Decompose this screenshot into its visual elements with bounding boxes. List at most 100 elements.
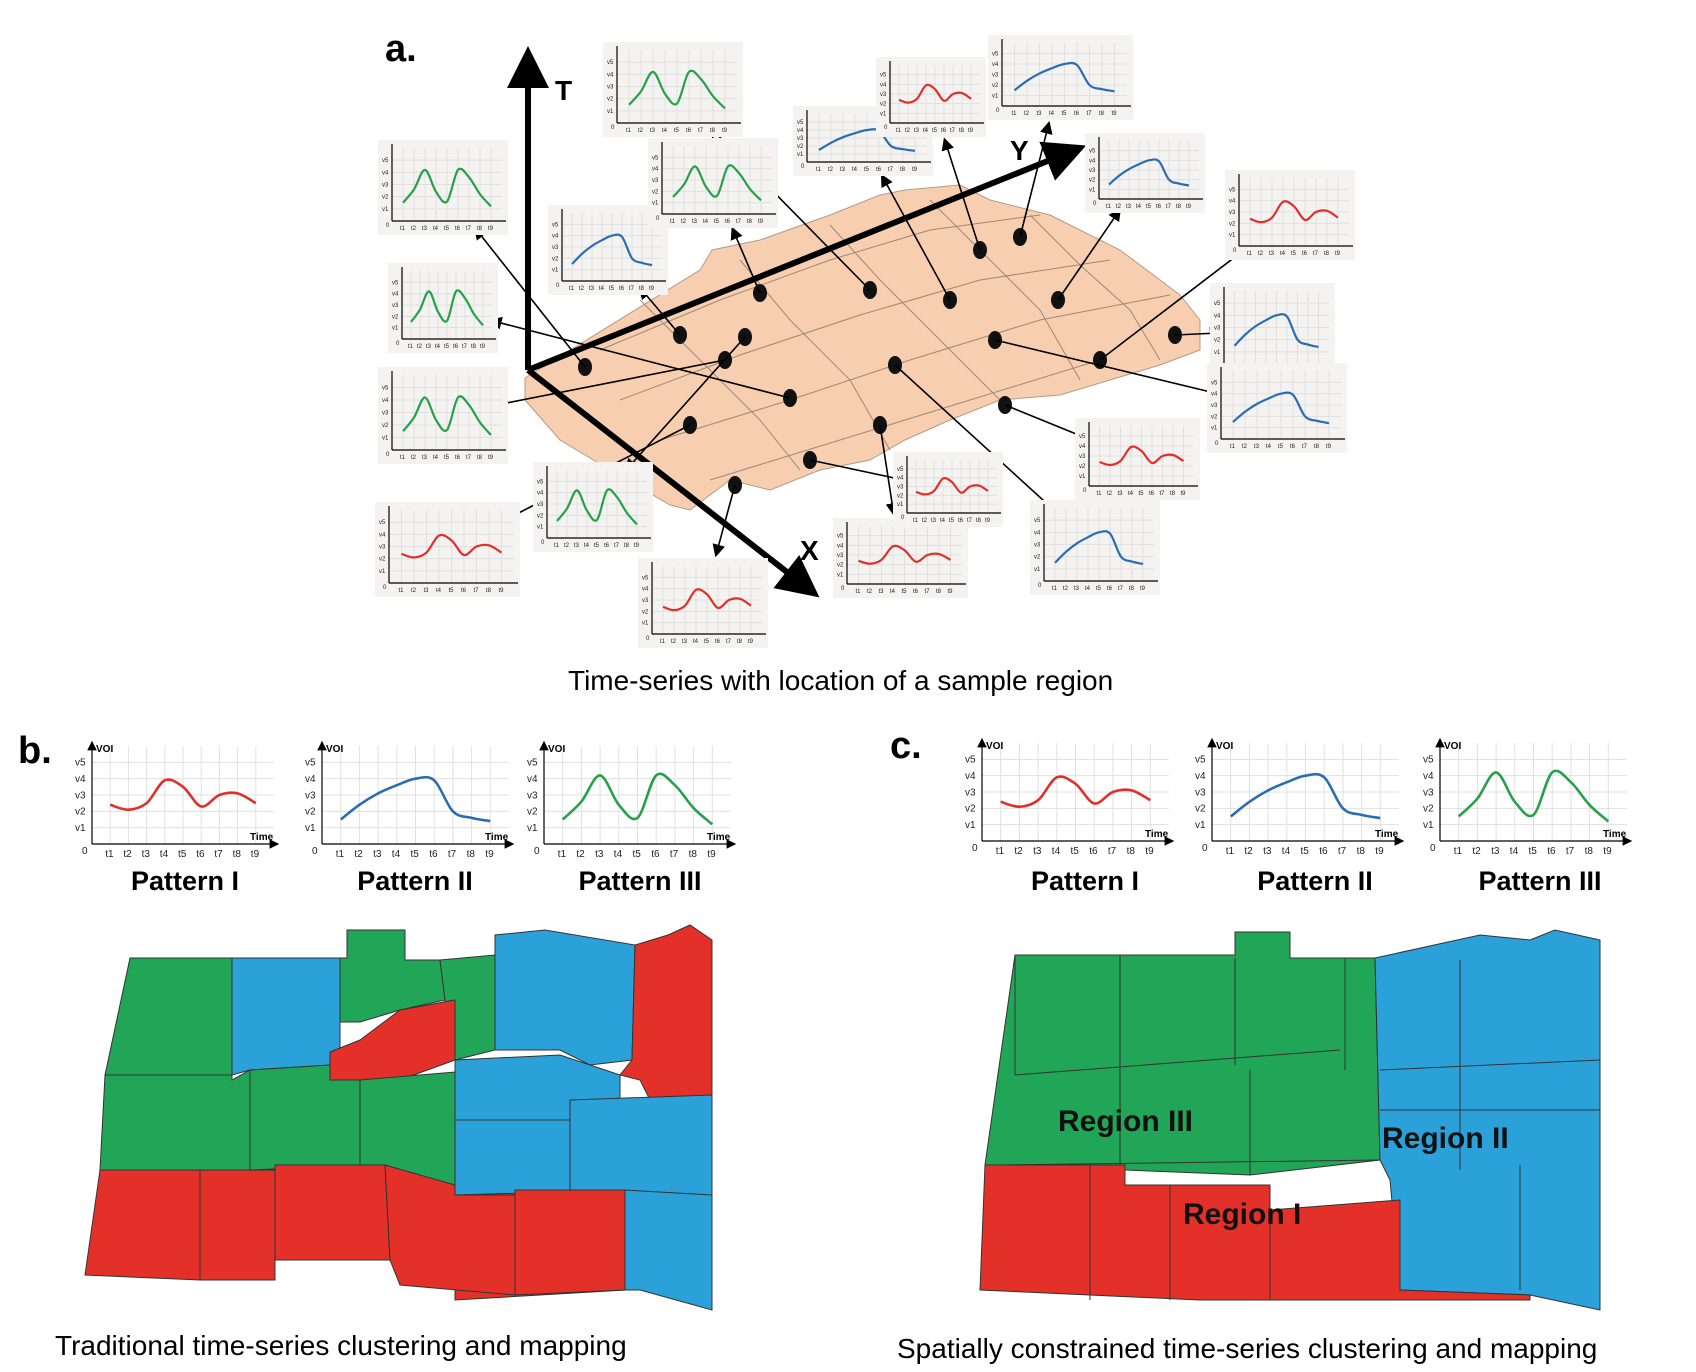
y-tick-label: v3 (1195, 787, 1206, 798)
chart-background (988, 35, 1133, 120)
x-tick-label: t1 (1454, 846, 1463, 857)
series-line (672, 164, 762, 202)
x-tick-label: t4 (435, 344, 441, 350)
y-tick-label: v3 (305, 790, 316, 801)
y-tick-label: v4 (837, 543, 844, 549)
y-tick-label: v1 (607, 109, 614, 115)
y-tick-label: v5 (305, 758, 316, 769)
x-tick-label: t9 (1140, 586, 1146, 592)
location-chart-3: v1 v2 v3 v4 v5 t1 t2 t3 t4 t5 t6 t7 t8 t9 0 (378, 367, 508, 464)
x-tick-label: t7 (925, 589, 931, 595)
x-tick-label: t6 (1089, 846, 1098, 857)
x-tick-label: t1 (1226, 846, 1235, 857)
y-tick-label: v3 (1214, 326, 1221, 332)
y-tick-label: v1 (1211, 426, 1218, 432)
y-tick-label: v5 (965, 755, 976, 766)
y-tick-label: v2 (1034, 555, 1041, 561)
series-line (410, 289, 484, 327)
x-tick-label: t2 (1472, 846, 1481, 857)
y-tick-label: v1 (1089, 187, 1096, 193)
panel-b-cluster-map (84, 924, 713, 1311)
x-tick-label: t8 (467, 849, 476, 860)
x-tick-label: t8 (233, 849, 242, 860)
origin-label: 0 (801, 164, 805, 170)
x-tick-label: t4 (662, 128, 668, 134)
x-tick-label: t6 (686, 128, 692, 134)
y-tick-label: v4 (1214, 313, 1221, 319)
y-tick-label: v4 (880, 82, 887, 88)
location-chart-2: v1 v2 v3 v4 v5 t1 t2 t3 t4 t5 t6 t7 t8 t9 0 (388, 263, 498, 353)
x-tick-label: t9 (1112, 111, 1118, 117)
x-tick-label: t3 (692, 219, 698, 225)
x-tick-label: t2 (1063, 586, 1069, 592)
x-tick-label: t9 (499, 588, 505, 594)
series-line (1229, 772, 1381, 820)
x-tick-label: t4 (693, 639, 699, 645)
x-tick-label: t3 (931, 518, 937, 524)
location-chart-17: v1 v2 v3 v4 v5 t1 t2 t3 t4 t5 t6 t7 t8 t9 0 (1075, 418, 1200, 500)
series-line (818, 128, 916, 152)
x-tick-label: t2 (1244, 846, 1253, 857)
chart-y-axis-label: VOI (1444, 741, 1461, 752)
y-tick-label: v5 (1089, 149, 1096, 155)
x-tick-label: t7 (1160, 491, 1166, 497)
y-tick-label: v1 (305, 823, 316, 834)
location-chart-19: v1 v2 v3 v4 v5 t1 t2 t3 t4 t5 t6 t7 t8 t9 0 (1030, 500, 1160, 595)
x-tick-label: t4 (160, 849, 169, 860)
x-tick-label: t4 (852, 167, 858, 173)
x-tick-label: t9 (948, 589, 954, 595)
panel-b-pattern-3-title: Pattern III (578, 866, 702, 896)
origin-label: 0 (972, 843, 978, 854)
y-tick-label: v2 (642, 609, 649, 615)
x-tick-label: t8 (1314, 444, 1320, 450)
x-tick-label: t3 (1269, 251, 1275, 257)
x-tick-label: t4 (1136, 204, 1142, 210)
panel-c-region-map (979, 929, 1601, 1311)
x-tick-label: t2 (411, 588, 417, 594)
y-tick-label: v5 (642, 575, 649, 581)
x-tick-label: t5 (178, 849, 187, 860)
chart-background (1030, 500, 1160, 595)
x-tick-label: t2 (1258, 251, 1264, 257)
y-tick-label: v3 (1079, 454, 1086, 460)
origin-label: 0 (82, 846, 88, 857)
x-tick-label: t7 (1313, 251, 1319, 257)
x-tick-label: t1 (1106, 204, 1112, 210)
chart-x-axis-label: Time (1145, 829, 1169, 840)
x-tick-label: t3 (650, 128, 656, 134)
location-arrow (1057, 207, 1122, 301)
y-tick-label: v5 (1423, 755, 1434, 766)
region-ii-label: Region II (1382, 1122, 1509, 1155)
y-tick-label: v4 (537, 491, 544, 497)
series-line (1108, 158, 1190, 187)
x-tick-label: t7 (736, 219, 742, 225)
chart-x-axis-label: Time (485, 832, 509, 843)
y-tick-label: v1 (527, 823, 538, 834)
chart-y-axis-label: VOI (548, 744, 565, 755)
x-tick-label: t8 (477, 226, 483, 232)
x-tick-label: t4 (599, 286, 605, 292)
y-tick-label: v4 (1034, 530, 1041, 536)
series-line (556, 488, 638, 526)
x-tick-label: t2 (638, 128, 644, 134)
x-tick-label: t8 (959, 128, 965, 134)
chart-x-axis-label: Time (1375, 829, 1399, 840)
x-tick-label: t6 (1074, 111, 1080, 117)
chart-background (603, 42, 743, 137)
y-tick-label: v1 (379, 569, 386, 575)
x-tick-label: t1 (856, 589, 862, 595)
panel-a-label: a. (385, 28, 417, 70)
chart-y-axis-label: VOI (96, 744, 113, 755)
chart-x-axis-label: Time (707, 832, 731, 843)
x-tick-label: t9 (480, 344, 486, 350)
y-tick-label: v3 (1229, 210, 1236, 216)
x-tick-label: t7 (214, 849, 223, 860)
y-tick-label: v4 (527, 774, 538, 785)
x-tick-label: t5 (1071, 846, 1080, 857)
y-tick-label: v1 (880, 111, 887, 117)
y-tick-label: v4 (1229, 199, 1236, 205)
x-tick-label: t4 (1049, 111, 1055, 117)
x-tick-label: t2 (922, 518, 928, 524)
